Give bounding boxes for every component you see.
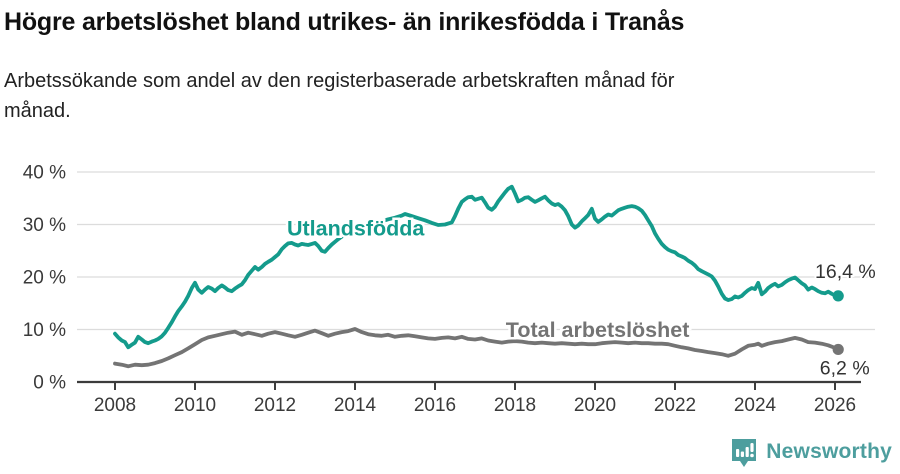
series-end-value-label-1: 6,2 %: [820, 357, 870, 379]
x-tick-label: 2016: [414, 395, 456, 416]
chart-subtitle-line2: månad.: [4, 100, 71, 122]
newsworthy-logo-icon: [732, 438, 757, 467]
line-chart-area: 2008 2010 2012 2014 2016 2018 2020 2022 2024 2026…: [0, 140, 900, 432]
series-line-1: [113, 327, 841, 369]
y-tick-label: 30 %: [23, 215, 66, 236]
x-tick-label: 2008: [94, 395, 136, 416]
y-tick-label: 0 %: [33, 373, 66, 394]
x-tick-label: 2018: [494, 395, 536, 416]
line-chart-svg: 2008 2010 2012 2014 2016 2018 2020 2022 2024 2026…: [23, 163, 878, 417]
x-tick-label: 2026: [814, 395, 856, 416]
x-tick-label: 2024: [734, 395, 777, 416]
chart-subtitle-line1: Arbetssökande som andel av den registerb…: [4, 70, 675, 92]
brand-footer: Newsworthy: [730, 435, 892, 469]
x-tick-label: 2020: [574, 395, 616, 416]
series-line-0: [113, 184, 841, 350]
series-end-dot-0: [832, 290, 844, 302]
y-tick-label: 40 %: [23, 163, 66, 184]
x-tick-label: 2012: [254, 395, 296, 416]
y-tick-label: 20 %: [23, 268, 66, 289]
y-tick-label: 10 %: [23, 320, 66, 341]
chart-title: Högre arbetslöshet bland utrikes- än inr…: [4, 8, 685, 36]
series-label-1: Total arbetslöshet: [506, 318, 690, 342]
series-label-0: Utlandsfödda: [287, 217, 425, 241]
series-end-dot-1: [832, 343, 844, 356]
x-tick-label: 2010: [174, 395, 216, 416]
x-tick-label: 2022: [654, 395, 696, 416]
chart-subtitle: Arbetssökande som andel av den registerb…: [4, 66, 884, 126]
brand-name: Newsworthy: [766, 440, 892, 463]
x-tick-label: 2014: [334, 395, 377, 416]
series-end-value-label-0: 16,4 %: [815, 261, 876, 283]
